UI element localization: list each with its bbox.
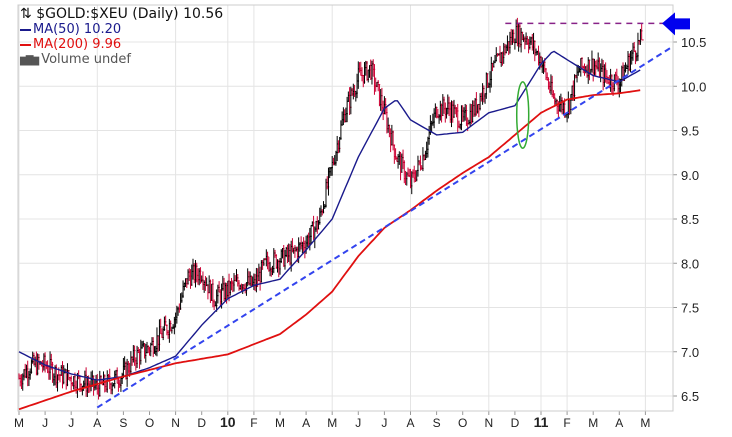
legend-volume: ▆▇▆ Volume undef (20, 52, 223, 68)
y-tick-label: 10.0 (681, 79, 706, 94)
x-tick-label: A (615, 416, 623, 430)
legend-ma200: MA(200) 9.96 (20, 37, 223, 52)
up-down-arrows-icon: ⇅ (20, 6, 32, 22)
x-tick-label: J (42, 416, 48, 430)
x-tick-label: A (93, 416, 101, 430)
y-tick-label: 9.0 (681, 168, 699, 183)
x-tick-label: M (327, 416, 337, 430)
y-tick-label: 7.5 (681, 301, 699, 316)
ma50-line (18, 50, 641, 381)
y-tick-label: 8.0 (681, 256, 699, 271)
x-tick-label: D (511, 416, 520, 430)
highlight-ellipse (515, 81, 530, 149)
legend: ⇅ $GOLD:$XEU (Daily) 10.56 MA(50) 10.20 … (20, 7, 223, 68)
x-tick-label: A (302, 416, 310, 430)
legend-ma50: MA(50) 10.20 (20, 22, 223, 37)
volume-bars-icon: ▆▇▆ (20, 55, 39, 66)
chart-title: $GOLD:$XEU (Daily) 10.56 (36, 6, 224, 22)
legend-label: MA(50) 10.20 (33, 22, 122, 37)
y-tick-label: 8.5 (681, 212, 699, 227)
x-tick-label: S (119, 416, 127, 430)
x-tick-label: J (68, 416, 74, 430)
plot-frame (17, 4, 674, 412)
x-tick-label: M (275, 416, 285, 430)
x-tick-label: J (355, 416, 361, 430)
x-tick-label: 11 (534, 414, 549, 430)
x-tick-label: J (381, 416, 387, 430)
line-swatch-icon (20, 43, 31, 46)
price-bars (18, 17, 644, 400)
y-tick-label: 7.0 (681, 345, 699, 360)
left-arrow-icon (662, 12, 690, 36)
line-swatch-icon (20, 28, 31, 31)
x-tick-label: D (197, 416, 206, 430)
x-tick-label: M (640, 416, 650, 430)
x-tick-label: N (171, 416, 180, 430)
x-tick-label: O (145, 416, 154, 430)
legend-label: Volume undef (41, 52, 132, 67)
support-trendline (96, 46, 673, 409)
x-tick-label: O (458, 416, 467, 430)
x-tick-label: 10 (220, 414, 236, 430)
x-tick-label: F (563, 416, 570, 430)
x-tick-label: S (433, 416, 441, 430)
legend-label: MA(200) 9.96 (33, 37, 122, 52)
y-tick-label: 10.5 (681, 35, 706, 50)
x-tick-label: N (484, 416, 493, 430)
y-tick-label: 9.5 (681, 124, 699, 139)
x-tick-label: M (14, 416, 24, 430)
ma200-line (18, 89, 641, 411)
chart-title-row: ⇅ $GOLD:$XEU (Daily) 10.56 (20, 7, 223, 22)
x-tick-label: F (250, 416, 257, 430)
x-tick-label: M (588, 416, 598, 430)
x-tick-label: A (406, 416, 414, 430)
y-tick-label: 6.5 (681, 389, 699, 404)
